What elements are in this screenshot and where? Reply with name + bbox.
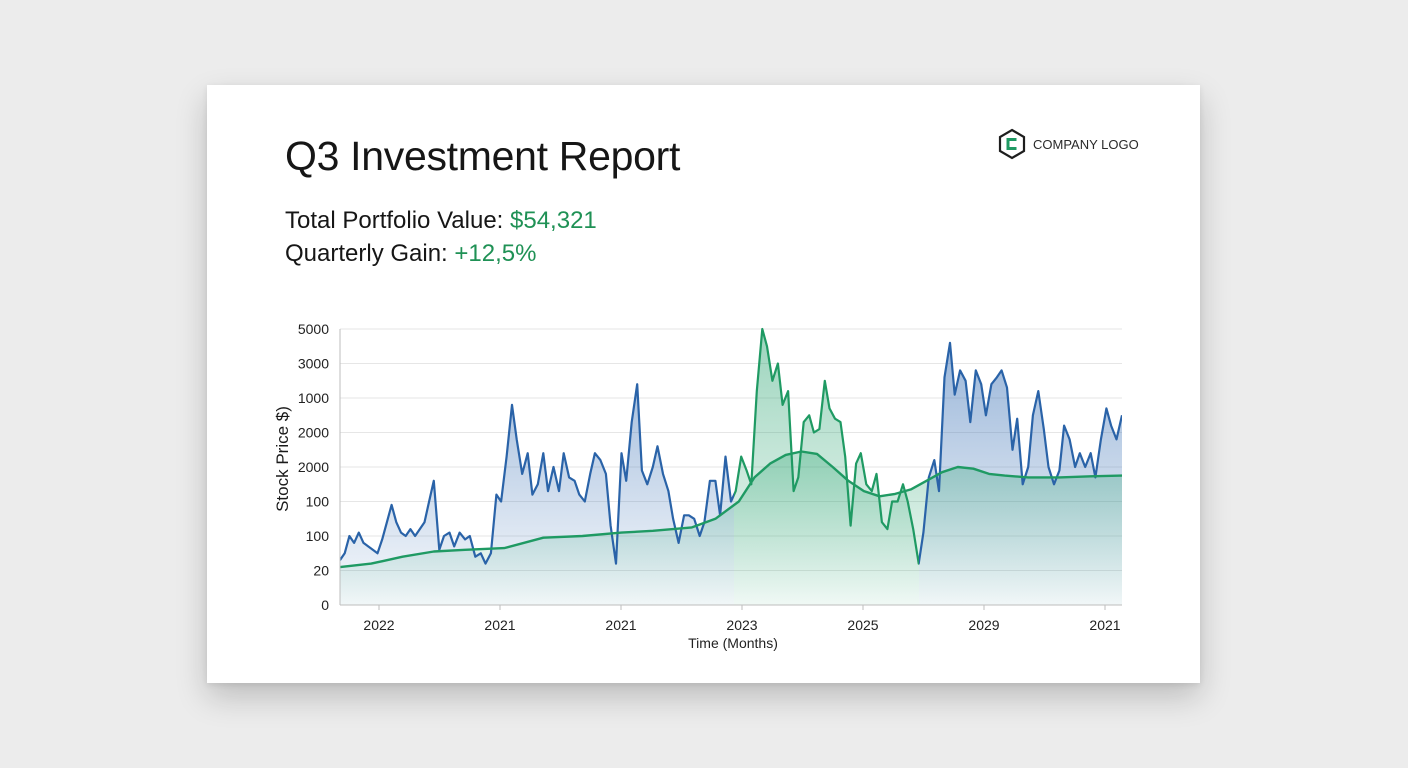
y-tick-label: 2000 — [298, 459, 329, 475]
line-layer — [339, 327, 1123, 569]
x-tick-label: 2021 — [484, 617, 515, 633]
company-logo: COMPANY LOGO — [997, 128, 1139, 160]
portfolio-value-row: Total Portfolio Value: $54,321 — [285, 207, 597, 235]
stock-chart: 0 20 100 100 2000 2000 1000 3000 5000 2022 2021 202… — [273, 321, 1123, 651]
quarterly-gain-label: Quarterly Gain: — [285, 240, 448, 267]
hexagon-logo-icon — [998, 128, 1026, 160]
x-tick-label: 2029 — [968, 617, 999, 633]
y-tick-label: 1000 — [298, 390, 329, 406]
label-layer: 0 20 100 100 2000 2000 1000 3000 5000 2022 2021 202… — [298, 321, 1121, 633]
y-tick-label: 2000 — [298, 425, 329, 441]
y-axis-title: Stock Price $) — [273, 406, 292, 512]
quarterly-gain-value: +12,5% — [454, 240, 537, 267]
x-tick-label: 2021 — [1089, 617, 1120, 633]
y-tick-label: 100 — [306, 494, 330, 510]
x-tick-label: 2022 — [363, 617, 394, 633]
page-title: Q3 Investment Report — [285, 133, 681, 179]
price-line-blue — [340, 383, 734, 565]
x-tick-label: 2025 — [847, 617, 878, 633]
x-tick-label: 2023 — [726, 617, 757, 633]
portfolio-value-label: Total Portfolio Value: — [285, 207, 504, 234]
axis-layer — [339, 329, 1122, 610]
y-tick-label: 3000 — [298, 356, 329, 372]
x-tick-label: 2021 — [605, 617, 636, 633]
trend-line — [339, 450, 1123, 569]
y-tick-label: 0 — [321, 597, 329, 613]
report-card: Q3 Investment Report Total Portfolio Val… — [207, 85, 1200, 683]
y-tick-label: 5000 — [298, 321, 329, 337]
price-line-blue-2 — [919, 341, 1122, 565]
y-tick-label: 20 — [313, 563, 329, 579]
x-axis-title: Time (Months) — [688, 635, 778, 651]
portfolio-value: $54,321 — [510, 207, 597, 234]
quarterly-gain-row: Quarterly Gain: +12,5% — [285, 240, 536, 268]
logo-text: COMPANY LOGO — [1033, 136, 1139, 152]
y-tick-label: 100 — [306, 528, 330, 544]
